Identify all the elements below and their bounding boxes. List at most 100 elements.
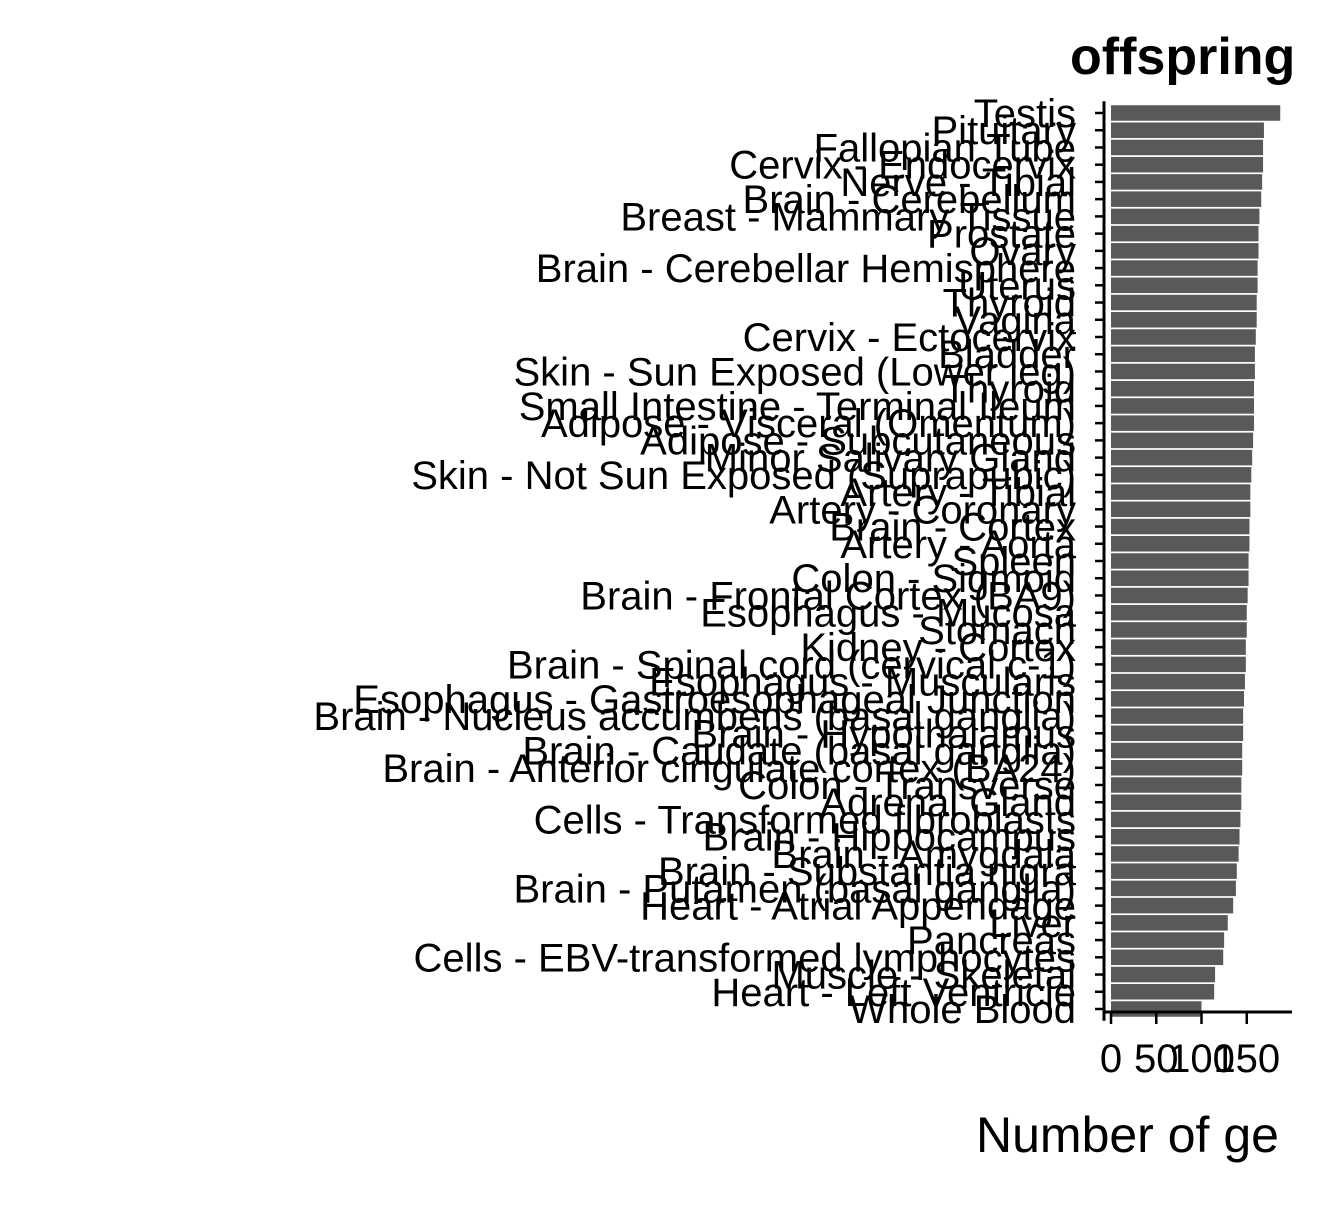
category-label: Pituitary [932, 109, 1077, 153]
category-label: Brain - Frontal Cortex (BA9) [580, 574, 1076, 618]
category-label: Ovary [969, 230, 1076, 274]
category-label: Cervix - Endocervix [729, 144, 1076, 188]
bar [1111, 432, 1254, 449]
bar [1111, 846, 1239, 862]
bar [1111, 880, 1236, 897]
category-label: Muscle - Skeletal [771, 954, 1076, 998]
category-label: Artery - Tibial [840, 471, 1076, 515]
bar [1111, 966, 1216, 983]
category-label: Small Intestine - Terminal Ileum [519, 385, 1076, 429]
bars-layer [1111, 105, 1281, 1017]
bar [1111, 415, 1254, 431]
bar [1111, 398, 1254, 414]
category-label: Spleen [951, 540, 1076, 584]
category-label: Cells - EBV-transformed lymphocytes [414, 936, 1076, 980]
bar [1111, 587, 1248, 604]
bar [1111, 346, 1255, 362]
category-label: Adrenal Gland [820, 781, 1076, 825]
category-label: Colon - Sigmoid [791, 557, 1076, 601]
category-label: Brain - Anterior cingulate cortex (BA24) [382, 747, 1076, 791]
bar [1111, 760, 1243, 776]
bar [1111, 380, 1254, 397]
bar [1111, 467, 1252, 483]
category-label: Kidney - Cortex [800, 626, 1076, 670]
category-label: Esophagus - Gastroesophageal Junction [353, 678, 1076, 722]
bar [1111, 518, 1250, 535]
category-label: Colon - Transverse [738, 764, 1076, 808]
bar [1111, 536, 1250, 552]
bar [1111, 673, 1245, 690]
category-label: Brain - Hypothalamus [691, 712, 1076, 756]
category-label: Testis [974, 92, 1076, 136]
bar [1111, 174, 1263, 190]
category-label: Heart - Atrial Appendage [640, 885, 1076, 929]
x-tick-label: 150 [1213, 1037, 1280, 1081]
bar [1111, 312, 1257, 328]
bar [1111, 897, 1234, 914]
category-label: Whole Blood [849, 988, 1076, 1032]
bar [1111, 484, 1251, 500]
bar [1111, 294, 1257, 311]
category-label: Brain - Cerebellar Hemisphere [536, 247, 1076, 291]
x-tick-label: 100 [1168, 1037, 1235, 1081]
bar [1111, 656, 1246, 673]
bar [1111, 553, 1249, 569]
y-axis [1095, 101, 1106, 1021]
x-tick-label: 50 [1134, 1037, 1179, 1081]
category-label: Brain - Caudate (basal ganglia) [522, 730, 1076, 774]
bar [1111, 260, 1258, 276]
bar [1111, 329, 1256, 345]
bar [1111, 604, 1247, 621]
bar [1111, 105, 1281, 121]
category-label: Vagina [954, 299, 1076, 343]
bar [1111, 828, 1240, 845]
bar [1111, 725, 1244, 742]
category-label: Artery - Coronary [769, 488, 1076, 532]
category-label: Nerve - Tibial [840, 161, 1076, 205]
category-label: Brain - Cortex [829, 506, 1076, 550]
category-label: Brain - Hippocampus [703, 816, 1077, 860]
bar [1111, 449, 1253, 466]
bar [1111, 742, 1243, 759]
x-tick-label: 0 [1100, 1037, 1122, 1081]
category-label: Esophagus - Muscularis [649, 661, 1076, 705]
category-label: Cells - Transformed fibroblasts [534, 798, 1076, 842]
category-label: Esophagus - Mucosa [700, 592, 1077, 636]
category-label: Brain - Cerebellum [743, 178, 1076, 222]
bar [1111, 622, 1247, 638]
bar [1111, 863, 1237, 879]
category-label: Brain - Nucleus accumbens (basal ganglia… [313, 695, 1076, 739]
bar [1111, 243, 1259, 259]
chart-title: offspring [1070, 28, 1295, 86]
category-label: Minor Salivary Gland [705, 437, 1076, 481]
category-label: Adipose - Subcutaneous [640, 419, 1076, 463]
category-label: Pancreas [907, 919, 1076, 963]
category-label: Artery - Aorta [840, 523, 1076, 567]
bar [1111, 501, 1251, 518]
category-label: Liver [989, 902, 1076, 946]
category-label: Cervix - Ectocervix [743, 316, 1076, 360]
category-label: Stomach [918, 609, 1076, 653]
x-axis-label: Number of ge [976, 1107, 1279, 1163]
bar [1111, 225, 1259, 242]
category-label: Bladder [938, 333, 1076, 377]
bar [1111, 691, 1245, 707]
bar [1111, 191, 1262, 207]
bar [1111, 639, 1246, 655]
bar [1111, 811, 1241, 828]
bar [1111, 777, 1242, 793]
bar [1111, 984, 1215, 1000]
bar [1111, 949, 1224, 966]
category-label: Skin - Not Sun Exposed (Suprapubic) [411, 454, 1076, 498]
bar [1111, 708, 1244, 724]
category-label: Thyroid [943, 368, 1076, 412]
bar [1111, 915, 1228, 931]
category-label: Uterus [958, 264, 1076, 308]
bar [1111, 363, 1255, 380]
category-label: Brain - Putamen (basal ganglia) [513, 867, 1076, 911]
category-label: Breast - Mammary Tissue [620, 195, 1076, 239]
